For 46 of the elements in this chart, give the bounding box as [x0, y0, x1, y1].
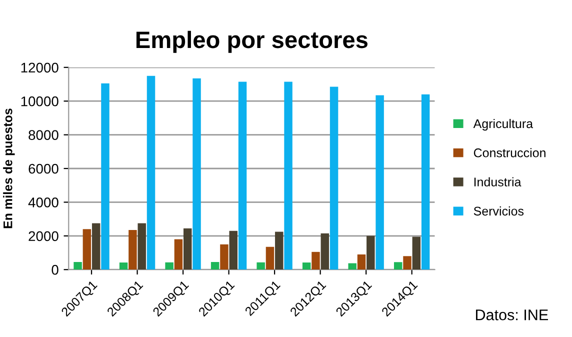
bar [275, 232, 284, 270]
bar [165, 262, 174, 270]
bar [146, 76, 156, 270]
y-tick-label: 12000 [21, 62, 58, 73]
bar [74, 262, 82, 270]
bar [92, 223, 100, 270]
bar [357, 254, 366, 270]
bar [284, 82, 292, 270]
bar [366, 236, 375, 270]
bar [348, 263, 356, 270]
y-axis-title: En miles de puestos [3, 108, 15, 228]
bar [403, 256, 412, 270]
bar [184, 228, 192, 270]
bar [229, 230, 238, 270]
bar [192, 78, 201, 270]
bar [238, 82, 247, 270]
bar [82, 229, 92, 270]
bar [101, 83, 110, 270]
bar [330, 86, 338, 270]
y-tick-label: 8000 [28, 130, 58, 140]
bar [394, 262, 402, 270]
bar [220, 244, 228, 270]
bar [312, 252, 320, 270]
legend-label: Servicios [474, 206, 524, 216]
bar [128, 230, 137, 270]
text: Datos: INE [476, 310, 548, 320]
bar [119, 262, 128, 270]
y-tick-label: 10000 [21, 96, 58, 106]
bar [256, 262, 265, 270]
chart-title: Empleo por sectores [136, 30, 368, 53]
bar [138, 223, 146, 270]
y-tick-label: 6000 [28, 164, 58, 174]
bar [302, 262, 311, 270]
legend-label: Construccion [474, 148, 546, 158]
bar [266, 246, 274, 270]
bar [376, 95, 384, 270]
bar [210, 262, 220, 270]
bar [320, 233, 330, 270]
y-tick-label: 4000 [28, 198, 58, 208]
y-tick-label: 0 [52, 264, 58, 275]
bar [421, 94, 430, 270]
legend-label: Agricultura [473, 118, 534, 131]
y-tick-label: 2000 [28, 231, 58, 242]
bar [412, 236, 421, 270]
legend-label: Industria [474, 177, 522, 186]
bar [174, 239, 183, 270]
